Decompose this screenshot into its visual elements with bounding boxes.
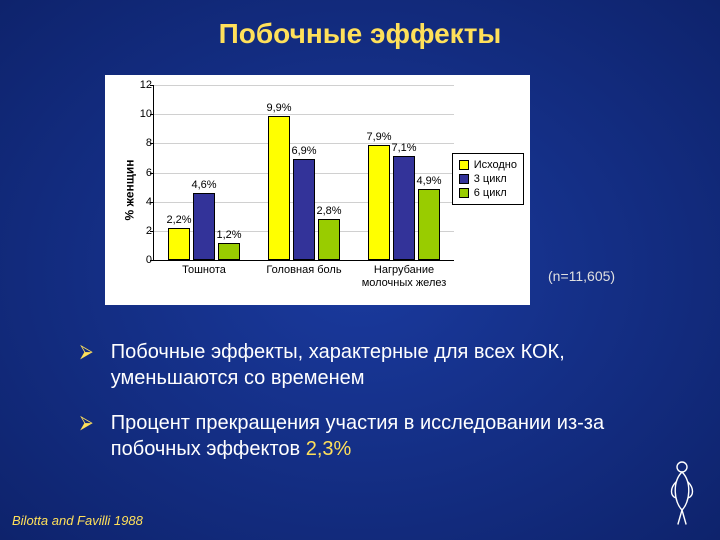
legend-label: 3 цикл	[474, 173, 507, 185]
y-tick-mark	[150, 231, 154, 232]
bar	[193, 193, 215, 260]
bar	[393, 156, 415, 260]
bar	[318, 219, 340, 260]
bar-value-label: 1,2%	[216, 229, 241, 241]
footer-logo-icon	[662, 458, 702, 528]
legend-label: Исходно	[474, 159, 517, 171]
bar	[168, 228, 190, 260]
bullet-item: ⮚ Побочные эффекты, характерные для всех…	[80, 340, 650, 391]
bar-value-label: 2,2%	[166, 214, 191, 226]
legend-label: 6 цикл	[474, 187, 507, 199]
bar	[293, 159, 315, 260]
grid-line	[154, 114, 454, 115]
bar-value-label: 2,8%	[316, 205, 341, 217]
bar-value-label: 9,9%	[266, 102, 291, 114]
chart-plot-area: 0246810122,2%4,6%1,2%Тошнота9,9%6,9%2,8%…	[153, 85, 454, 261]
y-tick-mark	[150, 202, 154, 203]
y-tick-mark	[150, 85, 154, 86]
bullet-marker-icon: ⮚	[80, 340, 93, 391]
legend-swatch-icon	[459, 174, 469, 184]
bar	[268, 116, 290, 260]
legend-item: 6 цикл	[459, 186, 517, 200]
bar-value-label: 6,9%	[291, 145, 316, 157]
legend-swatch-icon	[459, 160, 469, 170]
bar	[368, 145, 390, 260]
bar-value-label: 4,6%	[191, 179, 216, 191]
bullet-text: Побочные эффекты, характерные для всех К…	[111, 340, 650, 391]
citation: Bilotta and Favilli 1988	[12, 513, 143, 528]
bullet-list: ⮚ Побочные эффекты, характерные для всех…	[80, 340, 650, 482]
bullet-highlight: 2,3%	[306, 438, 352, 460]
bar-value-label: 7,9%	[366, 131, 391, 143]
legend-swatch-icon	[459, 188, 469, 198]
grid-line	[154, 85, 454, 86]
bullet-item: ⮚ Процент прекращения участия в исследов…	[80, 411, 650, 462]
y-tick-mark	[150, 173, 154, 174]
chart-panel: % женщин 0246810122,2%4,6%1,2%Тошнота9,9…	[105, 75, 530, 305]
bar-value-label: 7,1%	[391, 142, 416, 154]
slide-title: Побочные эффекты	[0, 18, 720, 50]
bullet-text: Процент прекращения участия в исследован…	[111, 411, 650, 462]
bullet-marker-icon: ⮚	[80, 411, 93, 462]
x-tick-label: Нагрубаниемолочных желез	[354, 260, 454, 289]
bar	[218, 243, 240, 261]
bar	[418, 189, 440, 260]
legend-item: 3 цикл	[459, 172, 517, 186]
y-tick-mark	[150, 143, 154, 144]
n-label: (n=11,605)	[548, 268, 615, 284]
y-tick-mark	[150, 114, 154, 115]
bullet-text-main: Процент прекращения участия в исследован…	[111, 412, 604, 460]
x-tick-label: Тошнота	[154, 260, 254, 277]
bar-value-label: 4,9%	[416, 175, 441, 187]
x-tick-label: Головная боль	[254, 260, 354, 277]
legend-item: Исходно	[459, 158, 517, 172]
chart-legend: Исходно 3 цикл 6 цикл	[452, 153, 524, 205]
